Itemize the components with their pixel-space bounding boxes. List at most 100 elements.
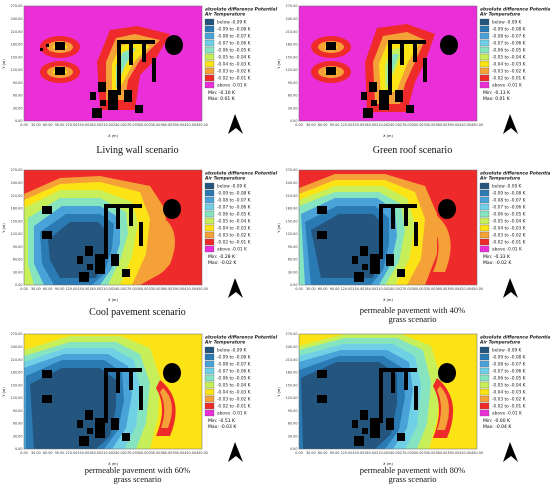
y-tick-label: 180.00 xyxy=(11,371,23,375)
y-tick-label: 30.00 xyxy=(13,270,23,274)
legend-label: -0.08 to -0.07 K xyxy=(217,34,251,40)
x-tick-label: 390.00 xyxy=(172,123,184,127)
panel-green-roof: 0.00 30.00 60.00 90.00 120.00 150.00 180.00 210… xyxy=(275,0,550,155)
legend-swatch xyxy=(479,74,490,82)
x-tick-label: 360.00 xyxy=(160,123,172,127)
heatmap-cool-pavement: 0.0030.0060.0090.00120.00150.00180.00210… xyxy=(2,168,278,302)
y-tick-label: 270.00 xyxy=(11,332,23,336)
plot-frame xyxy=(298,169,478,286)
legend-label: -0.06 to -0.05 K xyxy=(492,212,526,218)
y-tick-label: 120.00 xyxy=(11,68,23,72)
legend-swatch xyxy=(204,53,215,61)
x-tick-label: 30.00 xyxy=(306,451,316,455)
y-tick-label: 150.00 xyxy=(286,219,298,223)
y-tick-label: 240.00 xyxy=(286,181,298,185)
x-tick-label: 330.00 xyxy=(424,451,436,455)
x-tick-label: 90.00 xyxy=(330,451,340,455)
north-arrow-icon xyxy=(503,278,518,298)
x-tick-label: 330.00 xyxy=(149,123,161,127)
y-tick-label: 270.00 xyxy=(286,168,298,172)
legend-swatch xyxy=(479,25,490,33)
zone-orange-east xyxy=(158,219,175,275)
legend-title-line-2: Air Temperature xyxy=(479,12,520,18)
x-tick-label: 60.00 xyxy=(318,287,328,291)
x-tick-label: 330.00 xyxy=(424,287,436,291)
panel-caption: permeable pavement with 40% grass scenar… xyxy=(275,306,550,324)
caption-line-1: permeable pavement with 40% xyxy=(359,305,466,315)
legend-label: -0.05 to -0.04 K xyxy=(492,383,526,389)
legend-swatch xyxy=(479,238,490,246)
legend-swatch xyxy=(204,353,215,361)
legend-swatch xyxy=(479,189,490,197)
legend-title-line-1: absolute difference Potential xyxy=(480,171,550,177)
heatmap-permeable-40: 0.0030.0060.0090.00120.00150.00180.00210… xyxy=(277,168,550,302)
legend-label: -0.09 to -0.08 K xyxy=(492,27,526,33)
legend-swatch xyxy=(479,245,490,253)
y-tick-label: 180.00 xyxy=(11,43,23,47)
legend-swatch xyxy=(479,360,490,368)
legend-swatch xyxy=(204,381,215,389)
panel-caption: Living wall scenario xyxy=(96,145,179,156)
y-tick-label: 180.00 xyxy=(11,207,23,211)
y-tick-label: 0.00 xyxy=(290,119,298,123)
legend-title-line-2: Air Temperature xyxy=(479,340,520,346)
y-tick-label: 0.00 xyxy=(290,447,298,451)
legend-swatch xyxy=(479,353,490,361)
x-tick-label: 390.00 xyxy=(172,451,184,455)
x-tick-label: 300.00 xyxy=(412,451,424,455)
legend-swatch xyxy=(204,217,215,225)
x-tick-label: 150.00 xyxy=(352,123,364,127)
x-tick-label: 390.00 xyxy=(447,123,459,127)
x-tick-label: 30.00 xyxy=(31,451,41,455)
x-tick-label: 330.00 xyxy=(424,123,436,127)
x-tick-label: 420.00 xyxy=(459,451,471,455)
y-tick-label: 90.00 xyxy=(288,409,298,413)
y-ticks: 0.00 30.00 60.00 90.00 120.00 150.00 180.00 210… xyxy=(11,332,23,451)
y-tick-label: 60.00 xyxy=(13,94,23,98)
legend-label: -0.04 to -0.03 K xyxy=(492,390,526,396)
y-tick-label: 270.00 xyxy=(11,168,23,172)
y-tick-label: 150.00 xyxy=(11,383,23,387)
legend-swatch xyxy=(204,395,215,403)
y-tick-label: 150.00 xyxy=(11,219,23,223)
zone-orange-east xyxy=(437,386,449,430)
legend-swatch xyxy=(204,231,215,239)
caption-line-1: permeable pavement with 60% xyxy=(84,465,191,475)
x-tick-label: 180.00 xyxy=(89,123,101,127)
max-label: Max: -0.04 K xyxy=(483,424,512,430)
x-tick-label: 120.00 xyxy=(66,123,78,127)
x-tick-label: 60.00 xyxy=(43,123,53,127)
x-ticks: 0.00 30.00 60.00 90.00 120.00 150.00 180.00 210… xyxy=(295,451,483,455)
y-tick-label: 0.00 xyxy=(15,447,23,451)
legend-swatch xyxy=(204,32,215,40)
panel-caption: permeable pavement with 60% grass scenar… xyxy=(0,466,275,484)
x-tick-label: 300.00 xyxy=(412,123,424,127)
legend-swatch xyxy=(479,374,490,382)
y-tick-label: 210.00 xyxy=(286,358,298,362)
max-label: Max: -0.02 K xyxy=(208,260,237,266)
y-tick-label: 90.00 xyxy=(13,409,23,413)
legend-swatch xyxy=(204,81,215,89)
x-axis-label: X (m) xyxy=(108,462,118,466)
legend-swatch xyxy=(204,409,215,417)
x-ticks: 0.00 30.00 60.00 90.00 120.00 150.00 180.00 210… xyxy=(295,287,483,291)
legend-label: below -0.09 K xyxy=(492,348,522,354)
plot-frame xyxy=(23,333,203,450)
y-tick-label: 150.00 xyxy=(286,55,298,59)
y-tick-label: 120.00 xyxy=(286,68,298,72)
legend-swatch xyxy=(479,32,490,40)
legend-label: -0.09 to -0.08 K xyxy=(217,191,251,197)
x-axis-label: X (m) xyxy=(383,462,393,466)
y-tick-label: 60.00 xyxy=(288,422,298,426)
legend-label: -0.08 to -0.07 K xyxy=(492,198,526,204)
caption-line-1: permeable pavement with 80% xyxy=(359,465,466,475)
y-tick-label: 120.00 xyxy=(11,396,23,400)
legend-label: -0.05 to -0.04 K xyxy=(492,55,526,61)
x-tick-label: 390.00 xyxy=(447,287,459,291)
legend-label: -0.08 to -0.07 K xyxy=(217,198,251,204)
x-tick-label: 120.00 xyxy=(341,287,353,291)
x-tick-label: 300.00 xyxy=(137,451,149,455)
y-tick-label: 180.00 xyxy=(286,43,298,47)
